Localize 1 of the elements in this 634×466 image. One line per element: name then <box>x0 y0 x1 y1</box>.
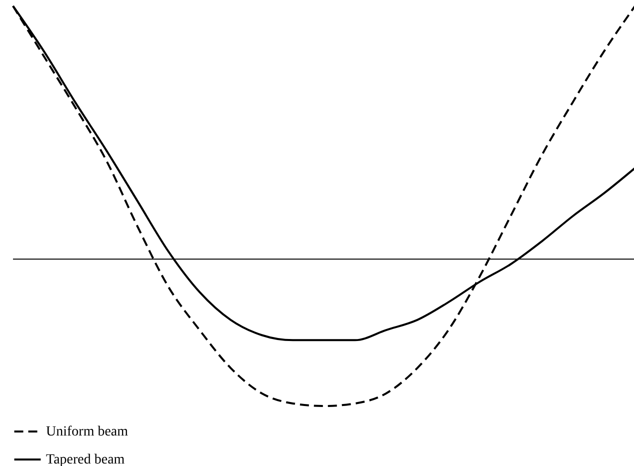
legend-label: Uniform beam <box>46 424 128 440</box>
